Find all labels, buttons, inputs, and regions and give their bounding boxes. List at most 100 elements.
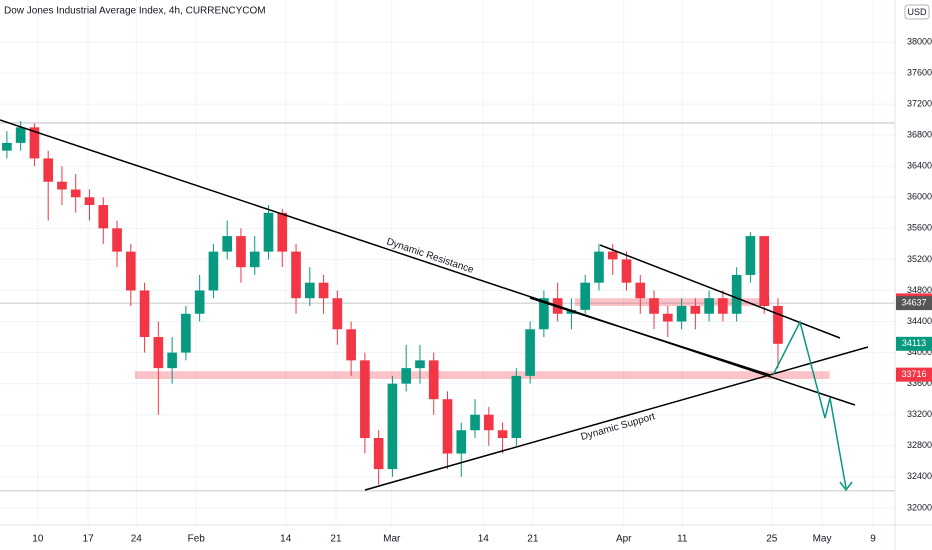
price-label: 33716 — [901, 369, 926, 379]
candle-body — [456, 430, 467, 454]
currency-box — [904, 4, 930, 20]
candle-body — [112, 228, 122, 252]
projection-path — [772, 319, 847, 489]
plot — [2, 121, 783, 485]
y-tick-label: 34000 — [907, 347, 932, 357]
candle-body — [167, 352, 177, 369]
candle-body — [125, 251, 136, 291]
y-tick-label: 32000 — [907, 502, 932, 512]
candle-body — [70, 189, 81, 198]
candle-body — [539, 298, 549, 330]
candle-body — [442, 399, 453, 454]
y-tick-label: 32400 — [907, 471, 932, 481]
candle-body — [580, 282, 591, 310]
candle-body — [401, 368, 412, 384]
candle-body — [373, 438, 384, 470]
x-tick-label: 14 — [478, 534, 490, 545]
y-tick-label: 34400 — [907, 316, 932, 326]
candle-body — [428, 360, 439, 400]
zone — [574, 298, 770, 306]
x-tick-label: 21 — [527, 534, 539, 545]
x-tick-label: 25 — [766, 534, 778, 545]
candle-body — [346, 329, 356, 361]
price-label-box — [896, 367, 932, 382]
candle-body — [387, 383, 398, 470]
candle-body — [497, 430, 508, 439]
x-tick-label: 21 — [330, 534, 342, 545]
channel-line — [529, 297, 771, 376]
x-tick-label: 14 — [280, 534, 292, 545]
candle-body — [181, 313, 191, 353]
candle-body — [304, 282, 315, 299]
currency: USD — [907, 7, 927, 17]
x-tick-label: 10 — [32, 534, 44, 545]
candle-body — [731, 274, 742, 314]
candle-body — [635, 282, 646, 299]
candle-body — [194, 290, 205, 314]
candle-body — [745, 236, 756, 275]
candle-body — [470, 414, 480, 431]
y-tick-label: 35200 — [907, 254, 932, 264]
candle-body — [332, 298, 343, 330]
x-tick-label: May — [813, 534, 832, 545]
y-tick-label: 36400 — [907, 161, 932, 171]
candle-body — [153, 337, 164, 369]
candle-body — [718, 298, 728, 314]
y-tick-label: 36800 — [907, 130, 932, 140]
price-label: 34637 — [901, 297, 926, 307]
candle-body — [662, 313, 673, 322]
x-tick-label: Feb — [188, 534, 206, 545]
resistance-line — [0, 119, 856, 406]
candle-body — [2, 142, 12, 151]
drawings — [0, 119, 869, 492]
candle-body — [690, 305, 701, 314]
candle-body — [249, 251, 260, 268]
candle-body — [607, 251, 618, 260]
candle-body — [676, 305, 687, 322]
projection-arrow — [839, 481, 853, 492]
candle-body — [43, 158, 54, 182]
y-tick-label: 36000 — [907, 192, 932, 202]
candle-body — [704, 298, 714, 314]
y-tick-label: 37600 — [907, 67, 932, 77]
candle-body — [139, 290, 150, 338]
candle-body — [511, 375, 522, 439]
candle-body — [208, 251, 219, 291]
y-tick-label: 37200 — [907, 98, 932, 108]
candle-body — [621, 259, 632, 283]
price-label-box — [896, 336, 932, 351]
x-tick-label: 17 — [83, 534, 95, 545]
support-line — [364, 346, 869, 491]
candle-body — [15, 127, 26, 143]
candle-body — [57, 181, 67, 190]
y-tick-label: 35600 — [907, 223, 932, 233]
candle-body — [773, 305, 783, 344]
candle-body — [525, 329, 535, 376]
zone — [134, 371, 830, 379]
chart-title: Dow Jones Industrial Average Index, 4h, … — [4, 6, 266, 17]
candle-body — [318, 282, 329, 299]
candle-body — [29, 127, 40, 159]
candle-body — [236, 236, 246, 268]
x-tick-label: 24 — [131, 534, 143, 545]
candle-body — [291, 251, 301, 299]
candle-body — [594, 251, 604, 283]
candle-body — [483, 414, 494, 431]
candle-body — [759, 236, 770, 306]
candle-body — [263, 212, 274, 252]
candle-body — [84, 197, 95, 206]
candle-body — [415, 360, 425, 369]
x-tick-label: Mar — [383, 534, 401, 545]
candle-body — [360, 360, 370, 439]
y-tick-label: 38000 — [907, 36, 932, 46]
price-label: 34113 — [902, 338, 926, 348]
candle-body — [649, 298, 659, 314]
candle-body — [98, 205, 109, 229]
grid — [0, 0, 895, 525]
axes: 32000 32400 32800 33200 33600 34000 34400 34800… — [32, 36, 932, 545]
x-tick-label: Apr — [616, 534, 632, 545]
candle-body — [222, 236, 233, 252]
y-tick-label: 32800 — [907, 440, 932, 450]
y-tick-label: 34800 — [907, 285, 932, 295]
